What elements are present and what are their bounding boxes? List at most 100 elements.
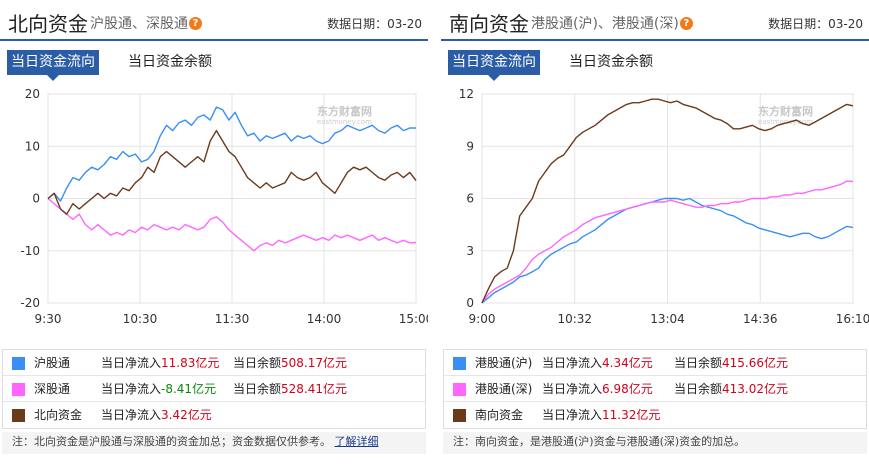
south-subtitle: 港股通(沪)、港股通(深)? xyxy=(531,13,693,33)
hk-sh-flow-label: 当日净流入 xyxy=(542,356,603,370)
south-total-flow: 当日净流入11.32亿元 xyxy=(542,402,660,428)
north-subtitle: 沪股通、深股通? xyxy=(90,13,202,33)
hk-sz-name: 港股通(深) xyxy=(475,382,533,396)
sh-balance-label: 当日余额 xyxy=(233,356,282,370)
north-x-axis-labels: 9:30 10:30 11:30 14:00 15:00 xyxy=(35,312,428,326)
south-ytick-4: 0 xyxy=(466,296,474,310)
south-ytick-1: 9 xyxy=(466,139,474,153)
north-series-1-line xyxy=(47,197,417,252)
tab-north-flow[interactable]: 当日资金流向 xyxy=(7,50,99,81)
south-date: 数据日期：03-20 xyxy=(768,17,863,31)
south-subtitle-text: 港股通(沪)、港股通(深) xyxy=(531,16,679,32)
legend-row-north: 北向资金 当日净流入3.42亿元 xyxy=(3,402,425,428)
legend-row-hk-sz: 港股通(深) 当日净流入6.98亿元 当日余额413.02亿元 xyxy=(444,376,866,402)
north-title: 北向资金 xyxy=(8,12,88,36)
sh-balance: 当日余额508.17亿元 xyxy=(233,350,347,376)
south-xtick-4: 16:10 xyxy=(836,312,869,326)
hk-sh-balance-value: 415.66亿元 xyxy=(722,356,789,370)
hk-sz-swatch xyxy=(453,383,466,396)
hk-sz-flow: 当日净流入6.98亿元 xyxy=(542,376,653,402)
north-ytick-1: 10 xyxy=(25,139,40,153)
south-xtick-1: 10:32 xyxy=(557,312,592,326)
learn-more-link[interactable]: 了解详细 xyxy=(334,435,379,448)
legend-row-sh: 沪股通 当日净流入11.83亿元 当日余额508.17亿元 xyxy=(3,350,425,376)
hk-sh-flow: 当日净流入4.34亿元 xyxy=(542,350,653,376)
south-total-flow-value: 11.32亿元 xyxy=(602,408,661,422)
north-watermark-en: eastmoney.com xyxy=(317,118,372,126)
south-total-name: 南向资金 xyxy=(475,408,524,422)
hk-sz-balance-label: 当日余额 xyxy=(674,382,723,396)
hk-sh-balance: 当日余额415.66亿元 xyxy=(674,350,788,376)
south-header: 南向资金 港股通(沪)、港股通(深)? 数据日期：03-20 xyxy=(441,0,869,41)
sz-name: 深股通 xyxy=(34,382,71,396)
legend-row-south: 南向资金 当日净流入11.32亿元 xyxy=(444,402,866,428)
south-watermark-cn: 东方财富网 xyxy=(758,104,813,118)
south-series-lines xyxy=(481,98,854,304)
help-icon[interactable]: ? xyxy=(189,17,202,30)
hk-sh-flow-value: 4.34亿元 xyxy=(602,356,653,370)
north-series-0-line xyxy=(47,106,416,202)
south-xtick-0: 9:00 xyxy=(469,312,496,326)
sh-flow-value: 11.83亿元 xyxy=(161,356,220,370)
south-x-axis-labels: 9:00 10:32 13:04 14:36 16:10 xyxy=(469,312,869,326)
tab-north-balance[interactable]: 当日资金余额 xyxy=(128,54,212,70)
south-title: 南向资金 xyxy=(449,12,529,36)
legend-row-hk-sh: 港股通(沪) 当日净流入4.34亿元 当日余额415.66亿元 xyxy=(444,350,866,376)
north-xtick-2: 11:30 xyxy=(215,312,250,326)
north-watermark-cn: 东方财富网 xyxy=(317,104,372,118)
south-series-2-line xyxy=(481,98,854,304)
south-legend: 港股通(沪) 当日净流入4.34亿元 当日余额415.66亿元 港股通(深) 当… xyxy=(443,349,867,429)
sh-flow-label: 当日净流入 xyxy=(101,356,162,370)
north-watermark: 东方财富网 eastmoney.com xyxy=(317,104,372,126)
sz-flow-label: 当日净流入 xyxy=(101,382,162,396)
sz-balance: 当日余额528.41亿元 xyxy=(233,376,347,402)
south-series-0-line xyxy=(481,197,854,304)
south-watermark-en: eastmoney.com xyxy=(758,118,813,126)
south-ytick-3: 3 xyxy=(466,244,474,258)
north-ytick-0: 20 xyxy=(25,87,40,101)
hk-sh-balance-label: 当日余额 xyxy=(674,356,723,370)
help-icon[interactable]: ? xyxy=(679,17,693,30)
sz-balance-value: 528.41亿元 xyxy=(281,382,348,396)
north-ytick-2: 0 xyxy=(32,192,40,206)
hk-sz-balance: 当日余额413.02亿元 xyxy=(674,376,788,402)
south-xtick-2: 13:04 xyxy=(650,312,685,326)
north-note-text: 注：北向资金是沪股通与深股通的资金加总；资金数据仅供参考。 xyxy=(12,435,331,448)
sh-name: 沪股通 xyxy=(34,356,71,370)
south-panel: 南向资金 港股通(沪)、港股通(深)? 数据日期：03-20 当日资金流向 当日… xyxy=(441,0,869,466)
sz-flow-value: -8.41亿元 xyxy=(161,382,217,396)
north-date: 数据日期：03-20 xyxy=(327,17,422,31)
north-xtick-4: 15:00 xyxy=(399,312,428,326)
south-note: 注：南向资金，是港股通(沪)资金与港股通(深)资金的加总。 xyxy=(443,432,867,454)
sh-swatch xyxy=(12,357,25,370)
north-series-2-line xyxy=(47,129,417,215)
north-series-lines xyxy=(47,106,417,252)
north-ytick-3: -10 xyxy=(20,244,40,258)
hk-sh-swatch xyxy=(453,357,466,370)
south-watermark: 东方财富网 eastmoney.com xyxy=(758,104,813,126)
north-swatch xyxy=(12,409,25,422)
hk-sh-name: 港股通(沪) xyxy=(475,356,533,370)
south-xtick-3: 14:36 xyxy=(743,312,778,326)
south-flow-chart: 12 9 6 3 0 9:00 10:32 13:04 14:36 16:10 东方财富网 ea… xyxy=(459,87,869,326)
sh-balance-value: 508.17亿元 xyxy=(281,356,348,370)
north-total-flow-value: 3.42亿元 xyxy=(161,408,212,422)
hk-sz-flow-label: 当日净流入 xyxy=(542,382,603,396)
hk-sz-flow-value: 6.98亿元 xyxy=(602,382,653,396)
north-header: 北向资金 沪股通、深股通? 数据日期：03-20 xyxy=(0,0,428,41)
tab-south-balance[interactable]: 当日资金余额 xyxy=(569,54,653,70)
sz-swatch xyxy=(12,383,25,396)
north-panel: 北向资金 沪股通、深股通? 数据日期：03-20 当日资金流向 当日资金余额 2… xyxy=(0,0,428,466)
north-xtick-1: 10:30 xyxy=(123,312,158,326)
south-y-axis-labels: 12 9 6 3 0 xyxy=(459,87,474,310)
tab-south-flow[interactable]: 当日资金流向 xyxy=(448,50,540,81)
north-ytick-4: -20 xyxy=(20,296,40,310)
north-total-flow-label: 当日净流入 xyxy=(101,408,162,422)
north-xtick-3: 14:00 xyxy=(307,312,342,326)
hk-sz-balance-value: 413.02亿元 xyxy=(722,382,789,396)
south-series-1-line xyxy=(481,180,854,304)
sh-flow: 当日净流入11.83亿元 xyxy=(101,350,219,376)
north-xtick-0: 9:30 xyxy=(35,312,62,326)
south-total-flow-label: 当日净流入 xyxy=(542,408,603,422)
north-flow-chart: 20 10 0 -10 -20 9:30 10:30 11:30 14:00 15:00 东方财… xyxy=(20,87,428,326)
